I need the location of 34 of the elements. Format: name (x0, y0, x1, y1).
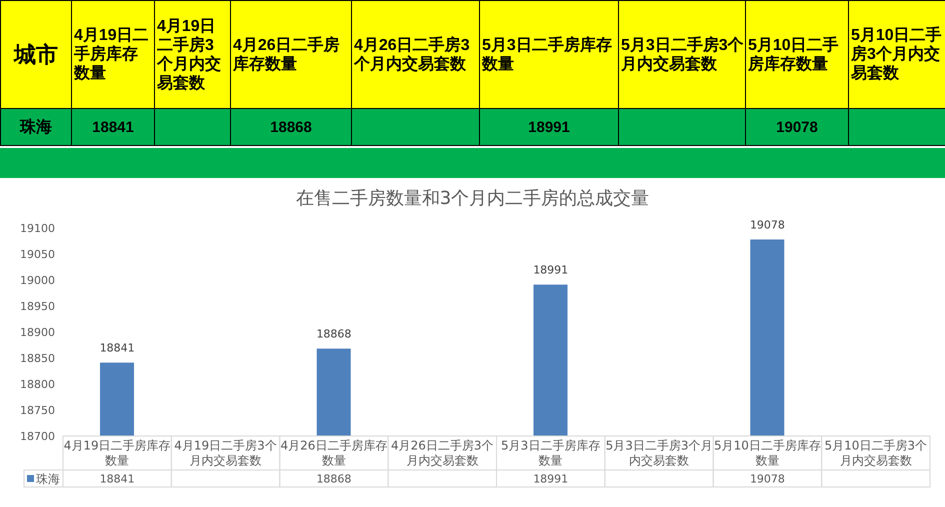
y-tick-label: 18850 (20, 352, 55, 365)
annotation: 18868 (316, 328, 352, 341)
y-tick-label: 18750 (20, 404, 55, 417)
legend-label: 珠海 (36, 472, 60, 486)
category-label: 5月3日二手房库存数量 (482, 36, 612, 72)
category-label: 4月26日二手房3个月内交易套数 (354, 36, 470, 72)
category-label: 4月19日二手房3个月内交易套数 (157, 18, 221, 92)
y-tick-label: 19100 (20, 222, 55, 235)
annotation: 18991 (533, 264, 568, 277)
y-tick-label: 19050 (20, 248, 55, 261)
category-label: 5月10日二手房3个月内交易套数 (851, 27, 942, 82)
category-label: 5月3日二手房3个月内交易套数 (621, 36, 744, 72)
annotation: 19078 (750, 218, 785, 232)
y-tick-label: 18900 (20, 326, 55, 339)
text: 19078 (750, 472, 785, 486)
data-label: 19078 (746, 108, 848, 146)
data-label: 18991 (480, 108, 618, 146)
y-tick-label: 18800 (20, 378, 55, 391)
x-tick-label: 5月3日二手房库存 数量 (501, 438, 600, 468)
y-tick-label: 18700 (20, 430, 55, 443)
y-tick-label: 19000 (20, 274, 55, 287)
y-tick-label: 18950 (20, 300, 55, 313)
data-label: 18868 (230, 108, 352, 146)
text: 18868 (316, 472, 352, 486)
text: 珠海 (20, 118, 52, 136)
category-label: 5月10日二手房库存数量 (748, 36, 839, 72)
data-label: 18841 (72, 108, 154, 146)
category-label: 4月19日二手房库存数量 (74, 27, 149, 82)
text: 18991 (533, 472, 568, 486)
annotation: 18841 (100, 342, 135, 355)
legend-title: 城市 (0, 0, 72, 108)
category-label: 4月26日二手房库存数量 (233, 36, 340, 72)
chart-title: 在售二手房数量和3个月内二手房的总成交量 (294, 187, 650, 210)
text: 18841 (100, 472, 135, 486)
